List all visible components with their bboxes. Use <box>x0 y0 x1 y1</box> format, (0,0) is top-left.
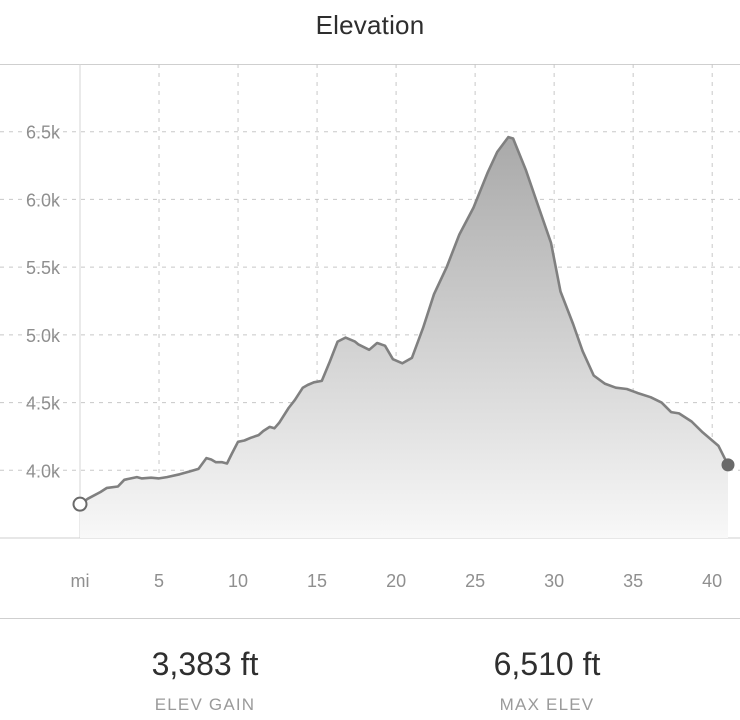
y-tick-label: 4.0k <box>26 461 61 481</box>
start-marker[interactable] <box>72 496 88 512</box>
elev-gain-value: 3,383 ft <box>151 646 259 682</box>
elevation-area <box>80 137 728 538</box>
x-tick-label: 5 <box>154 571 164 591</box>
max-elev-stat: 6,510 ft MAX ELEV <box>362 646 732 715</box>
y-tick-label: 5.0k <box>26 326 61 346</box>
elevation-line <box>78 135 730 506</box>
x-tick-label: 20 <box>386 571 406 591</box>
y-tick-label: 6.0k <box>26 190 61 210</box>
x-tick-label: 25 <box>465 571 485 591</box>
page-title: Elevation <box>315 10 425 40</box>
y-tick-label: 6.5k <box>26 123 61 143</box>
x-tick-label: 10 <box>228 571 248 591</box>
x-tick-label: 15 <box>307 571 327 591</box>
elev-gain-label: ELEV GAIN <box>154 695 256 714</box>
x-axis-unit-label: mi <box>71 571 90 591</box>
x-tick-label: 35 <box>623 571 643 591</box>
x-tick-label: 30 <box>544 571 564 591</box>
y-tick-label: 4.5k <box>26 394 61 414</box>
elev-gain-stat: 3,383 ft ELEV GAIN <box>20 646 390 715</box>
max-elev-label: MAX ELEV <box>499 695 595 714</box>
max-elev-value: 6,510 ft <box>493 646 601 682</box>
y-tick-label: 5.5k <box>26 258 61 278</box>
elevation-chart[interactable]: 4.0k4.5k5.0k5.5k6.0k6.5k5 10 15 20 25 30 35 40 … <box>0 0 740 610</box>
x-tick-label: 40 <box>702 571 722 591</box>
end-marker[interactable] <box>721 458 735 472</box>
header-divider <box>0 64 740 65</box>
stats-divider <box>0 618 740 619</box>
